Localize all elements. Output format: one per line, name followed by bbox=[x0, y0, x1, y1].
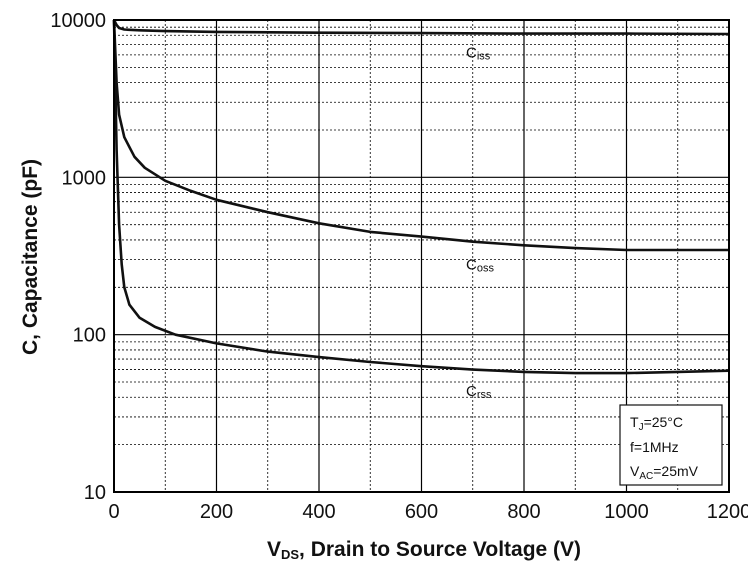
curve-label-ciss: Ciss bbox=[466, 45, 491, 63]
legend-vac-main: V bbox=[630, 463, 640, 479]
legend-vac-rest: =25mV bbox=[653, 463, 698, 479]
y-tick-label: 10 bbox=[84, 482, 106, 504]
x-tick-label: 0 bbox=[108, 501, 119, 523]
x-axis-title: VDS, Drain to Source Voltage (V) bbox=[267, 538, 581, 562]
legend-border bbox=[619, 404, 723, 486]
legend-line-vac: VAC=25mV bbox=[630, 463, 699, 482]
x-axis-title-sub: DS bbox=[281, 547, 299, 562]
legend-line-freq: f=1MHz bbox=[630, 439, 679, 455]
legend-vac-sub: AC bbox=[639, 471, 653, 482]
conditions-legend: TJ=25°C f=1MHz VAC=25mV bbox=[619, 404, 723, 486]
curve-label-main: C bbox=[466, 383, 477, 400]
y-tick-label: 1000 bbox=[62, 167, 107, 189]
y-tick-label: 10000 bbox=[50, 10, 106, 32]
x-tick-label: 1200 bbox=[707, 501, 748, 523]
x-tick-label: 800 bbox=[507, 501, 540, 523]
series-line-crss bbox=[112, 19, 730, 375]
x-tick-label: 200 bbox=[200, 501, 233, 523]
legend-tj-main: T bbox=[630, 414, 639, 430]
series-line-ciss bbox=[112, 19, 730, 36]
x-tick-label: 600 bbox=[405, 501, 438, 523]
legend-freq-main: f=1MHz bbox=[630, 439, 679, 455]
series-layer bbox=[112, 19, 730, 375]
curve-label-sub: rss bbox=[477, 389, 492, 401]
series-line-coss bbox=[112, 19, 729, 252]
legend-tj-rest: =25°C bbox=[644, 414, 683, 430]
tick-labels: 0 200 400 600 800 1000 1200 10 100 1000 10000 bbox=[50, 10, 748, 523]
curve-label-coss: Coss bbox=[466, 256, 494, 274]
y-tick-label: 100 bbox=[73, 325, 106, 347]
curve-label-main: C bbox=[466, 256, 477, 273]
curve-label-crss: Crss bbox=[466, 383, 492, 401]
legend-line-tj: TJ=25°C bbox=[630, 414, 683, 433]
legend-tj-sub: J bbox=[639, 422, 644, 433]
x-tick-label: 400 bbox=[302, 501, 335, 523]
curve-label-main: C bbox=[466, 45, 477, 62]
x-tick-label: 1000 bbox=[604, 501, 649, 523]
curve-label-sub: oss bbox=[477, 262, 495, 274]
y-axis-title: C, Capacitance (pF) bbox=[19, 159, 42, 355]
x-axis-title-rest: , Drain to Source Voltage (V) bbox=[299, 538, 581, 561]
plot-area-border bbox=[113, 19, 730, 493]
curve-label-sub: iss bbox=[477, 51, 491, 63]
x-axis-title-main: V bbox=[267, 538, 281, 561]
